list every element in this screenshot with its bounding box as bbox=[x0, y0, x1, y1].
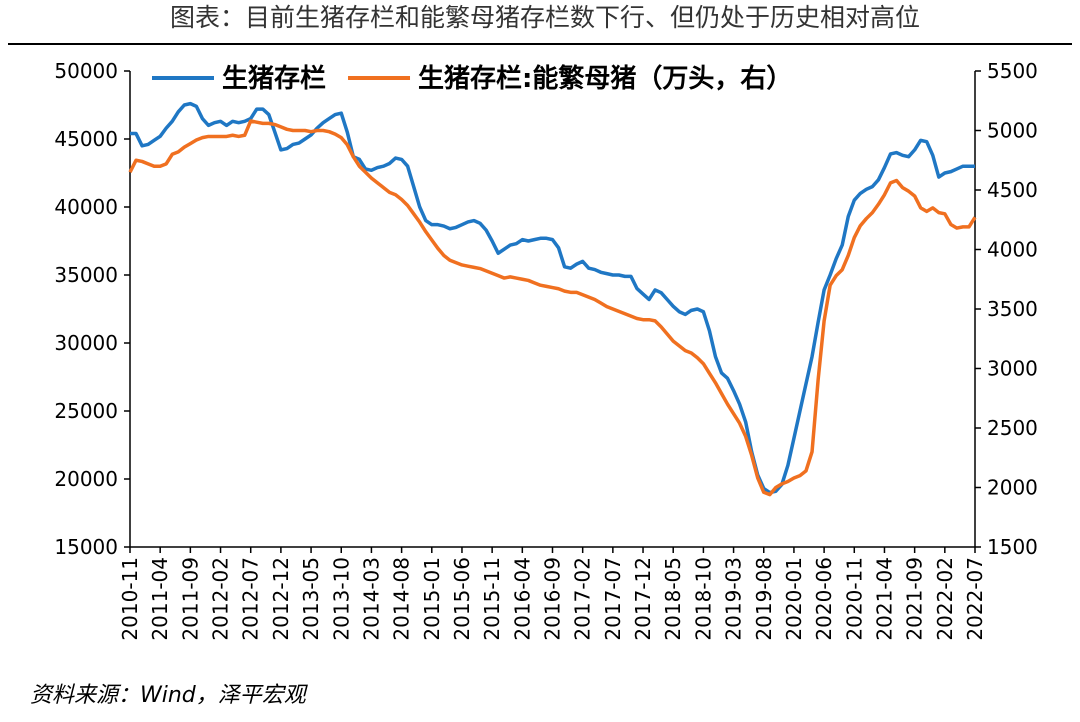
x-tick-label: 2013-05 bbox=[299, 557, 323, 641]
x-tick-label: 2016-04 bbox=[510, 557, 534, 641]
x-tick-label: 2015-01 bbox=[420, 557, 444, 641]
y-tick-label: 30000 bbox=[54, 331, 118, 355]
y-tick-label: 20000 bbox=[54, 467, 118, 491]
x-tick-label: 2015-06 bbox=[450, 557, 474, 641]
x-tick-label: 2013-10 bbox=[329, 557, 353, 641]
x-tick-label: 2012-12 bbox=[269, 557, 293, 641]
y2-tick-label: 4500 bbox=[987, 178, 1038, 202]
y-tick-label: 40000 bbox=[54, 195, 118, 219]
legend-label: 生猪存栏:能繁母猪（万头，右） bbox=[418, 63, 792, 94]
x-tick-label: 2010-11 bbox=[118, 557, 142, 641]
legend-label: 生猪存栏 bbox=[222, 64, 326, 94]
x-tick-label: 2015-11 bbox=[480, 557, 504, 641]
x-tick-label: 2018-10 bbox=[691, 557, 715, 641]
x-tick-label: 2011-04 bbox=[148, 557, 172, 641]
series-line bbox=[130, 101, 975, 495]
y-tick-label: 50000 bbox=[54, 59, 118, 83]
y2-tick-label: 3500 bbox=[987, 297, 1038, 321]
y2-tick-label: 3000 bbox=[987, 357, 1038, 381]
x-tick-label: 2021-04 bbox=[872, 557, 896, 641]
x-tick-label: 2019-03 bbox=[722, 557, 746, 641]
y2-tick-label: 4000 bbox=[987, 238, 1038, 262]
x-tick-label: 2011-09 bbox=[178, 557, 202, 641]
x-tick-label: 2022-07 bbox=[963, 557, 987, 641]
x-tick-label: 2020-11 bbox=[842, 557, 866, 641]
y2-tick-label: 2500 bbox=[987, 416, 1038, 440]
series-line bbox=[128, 119, 977, 497]
chart-title: 图表：目前生猪存栏和能繁母猪存栏数下行、但仍处于历史相对高位 bbox=[170, 3, 920, 32]
y-tick-label: 35000 bbox=[54, 263, 118, 287]
y-tick-label: 15000 bbox=[54, 535, 118, 559]
y2-tick-label: 2000 bbox=[987, 476, 1038, 500]
x-tick-label: 2020-01 bbox=[782, 557, 806, 641]
source: 资料来源：Wind，泽平宏观 bbox=[30, 683, 309, 708]
x-tick-label: 2020-06 bbox=[812, 557, 836, 641]
y-tick-label: 25000 bbox=[54, 399, 118, 423]
x-tick-label: 2019-08 bbox=[752, 557, 776, 641]
x-tick-label: 2021-09 bbox=[903, 557, 927, 641]
x-tick-label: 2017-02 bbox=[571, 557, 595, 641]
x-tick-label: 2014-08 bbox=[390, 557, 414, 641]
x-tick-label: 2018-05 bbox=[661, 557, 685, 641]
y2-tick-label: 5500 bbox=[987, 59, 1038, 83]
x-tick-label: 2014-03 bbox=[359, 557, 383, 641]
x-tick-label: 2012-02 bbox=[209, 557, 233, 641]
x-tick-label: 2012-07 bbox=[239, 557, 263, 641]
x-tick-label: 2022-02 bbox=[933, 557, 957, 641]
y2-tick-label: 1500 bbox=[987, 535, 1038, 559]
y-tick-label: 45000 bbox=[54, 127, 118, 151]
x-tick-label: 2017-07 bbox=[601, 557, 625, 641]
x-tick-label: 2016-09 bbox=[541, 557, 565, 641]
y2-tick-label: 5000 bbox=[987, 119, 1038, 143]
x-tick-label: 2017-12 bbox=[631, 557, 655, 641]
